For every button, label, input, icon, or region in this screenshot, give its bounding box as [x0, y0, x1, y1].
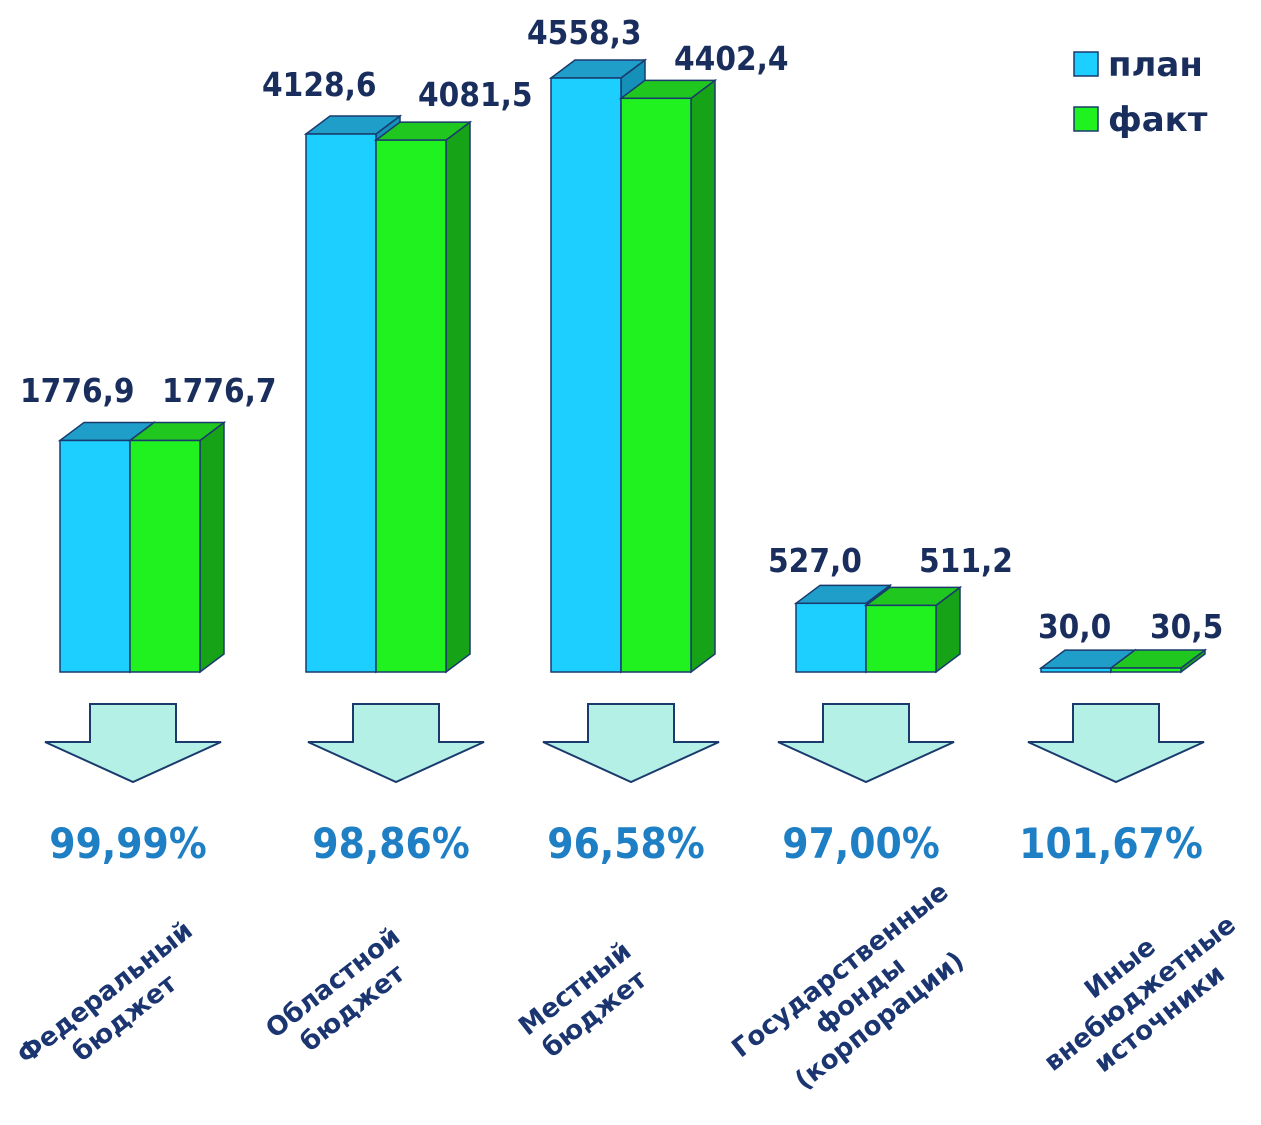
value-label-plan-4: 30,0	[1038, 607, 1111, 646]
value-label-fact-4: 30,5	[1150, 607, 1223, 646]
bar-fact-0	[127, 420, 227, 674]
bar-fact-1	[373, 120, 473, 674]
legend: план факт	[1073, 45, 1208, 140]
value-label-fact-2: 4402,4	[674, 39, 789, 78]
bar-fact-2	[618, 78, 718, 674]
percent-label-3: 97,00%	[782, 819, 939, 868]
legend-label-1: факт	[1108, 100, 1208, 140]
value-label-plan-0: 1776,9	[20, 371, 135, 410]
down-arrow-icon	[44, 703, 222, 784]
percent-label-0: 99,99%	[49, 819, 206, 868]
value-labels-layer: 1776,9 1776,7 4128,6 4081,5 4558,3 4402,4 527,…	[20, 13, 1223, 646]
bar-fact-4	[1108, 648, 1208, 674]
arrows-layer	[44, 703, 1205, 784]
down-arrow-icon	[307, 703, 485, 784]
value-label-fact-0: 1776,7	[162, 371, 277, 410]
down-arrow-icon	[777, 703, 955, 784]
bars-layer	[57, 58, 1208, 674]
down-arrow-icon	[1027, 703, 1205, 784]
legend-swatch-0	[1073, 51, 1099, 77]
percent-label-2: 96,58%	[547, 819, 704, 868]
value-label-fact-3: 511,2	[919, 541, 1013, 580]
legend-swatch-1	[1073, 106, 1099, 132]
value-label-plan-3: 527,0	[768, 541, 862, 580]
percent-labels-layer: 99,99% 98,86% 96,58% 97,00% 101,67%	[49, 819, 1203, 868]
value-label-fact-1: 4081,5	[418, 75, 533, 114]
percent-label-1: 98,86%	[312, 819, 469, 868]
down-arrow-icon	[542, 703, 720, 784]
value-label-plan-1: 4128,6	[262, 65, 377, 104]
legend-label-0: план	[1108, 45, 1203, 85]
percent-label-4: 101,67%	[1019, 819, 1203, 868]
value-label-plan-2: 4558,3	[527, 13, 642, 52]
bar-fact-3	[863, 585, 963, 674]
